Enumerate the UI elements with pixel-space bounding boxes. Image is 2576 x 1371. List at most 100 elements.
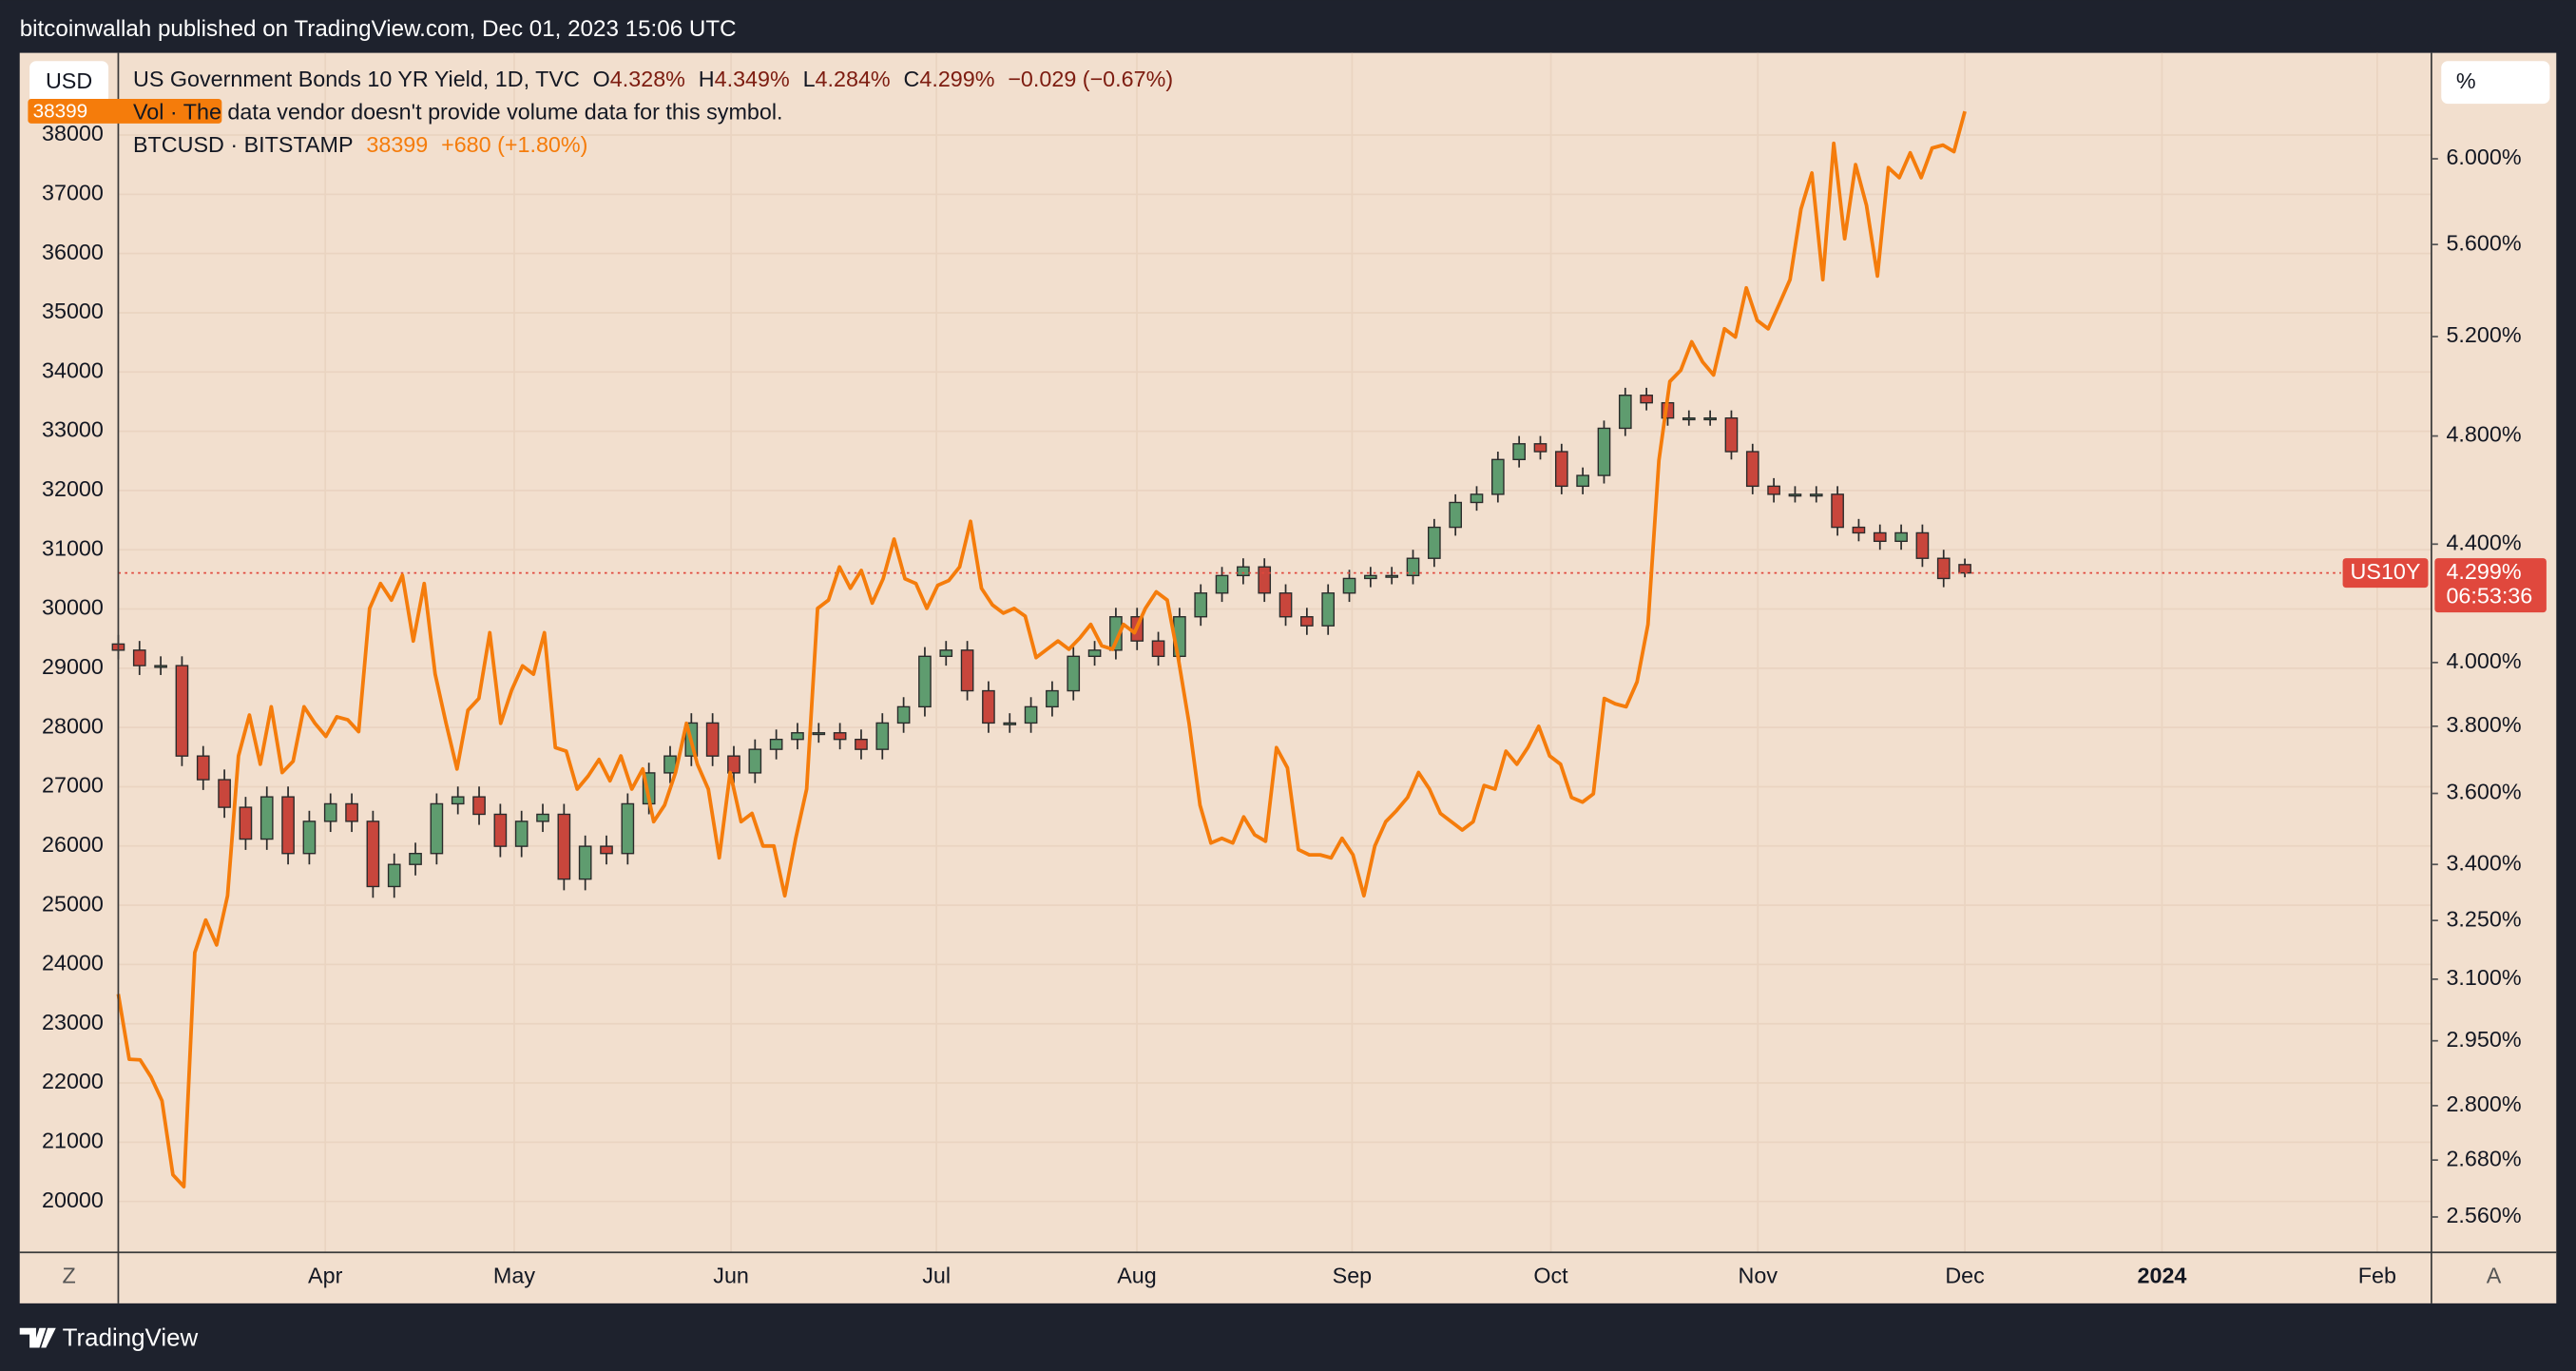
- legend-row: US Government Bonds 10 YR Yield, 1D, TVC…: [133, 67, 1173, 91]
- candle-body: [302, 821, 317, 855]
- candle-body: [791, 732, 804, 741]
- candle-body: [1703, 416, 1717, 421]
- legend-row: BTCUSD · BITSTAMP 38399 +680 (+1.80%): [133, 132, 587, 157]
- candle-body: [1109, 616, 1123, 651]
- currency-button-label[interactable]: USD: [46, 68, 92, 93]
- candle-body: [493, 813, 508, 847]
- y-tick-label: 29000: [42, 654, 104, 679]
- y2-tick-label: 3.250%: [2446, 906, 2521, 931]
- legend-last: 38399: [366, 132, 428, 157]
- candle-body: [918, 655, 932, 708]
- candle-body: [727, 755, 740, 774]
- y2-tick-label: 2.680%: [2446, 1146, 2521, 1170]
- y-tick-label: 31000: [42, 535, 104, 560]
- y-tick-label: 20000: [42, 1188, 104, 1212]
- percent-button[interactable]: [2441, 61, 2550, 105]
- axis-last-value-label: 38399: [33, 100, 88, 122]
- candle-body: [1428, 526, 1441, 559]
- legend-stat-value: 4.299%: [919, 67, 994, 91]
- y2-tick-label: 3.600%: [2446, 780, 2521, 804]
- candle-body: [1406, 557, 1420, 577]
- candle-body: [1554, 451, 1568, 488]
- y-tick-label: 38000: [42, 121, 104, 145]
- legend-stat-value: 4.349%: [715, 67, 790, 91]
- candle-body: [1364, 574, 1377, 580]
- auto-scale-button[interactable]: A: [2487, 1263, 2502, 1287]
- currency-button[interactable]: [29, 61, 109, 105]
- candle-body: [1449, 501, 1463, 529]
- candle-body: [1936, 557, 1951, 580]
- candle-body: [281, 796, 295, 855]
- y-tick-label: 37000: [42, 180, 104, 204]
- x-tick-label: May: [493, 1263, 535, 1287]
- candle-body: [366, 821, 380, 888]
- candle-body: [1046, 689, 1059, 708]
- y2-tick-label: 2.560%: [2446, 1203, 2521, 1227]
- candle-body: [1512, 443, 1526, 461]
- x-tick-label: Jun: [713, 1263, 749, 1287]
- candle-body: [1809, 493, 1823, 497]
- candle-body: [1894, 531, 1908, 543]
- candle-body: [1024, 705, 1038, 724]
- y-tick-label: 36000: [42, 240, 104, 264]
- candle-body: [1215, 574, 1229, 594]
- candle-body: [1385, 574, 1399, 578]
- auto-zoom-button[interactable]: Z: [62, 1263, 75, 1287]
- y-tick-label: 23000: [42, 1010, 104, 1034]
- symbol-tag: [2342, 558, 2429, 589]
- percent-button-label[interactable]: %: [2456, 68, 2476, 93]
- candle-body: [1342, 577, 1356, 594]
- candle-body: [1788, 493, 1802, 497]
- y2-tick-label: 5.200%: [2446, 322, 2521, 347]
- candle-body: [1321, 592, 1336, 627]
- y-tick-label: 22000: [42, 1069, 104, 1093]
- y2-tick-label: 5.600%: [2446, 230, 2521, 255]
- y-tick-label: 25000: [42, 891, 104, 916]
- candle-body: [1003, 722, 1017, 725]
- candle-body: [1258, 566, 1272, 594]
- legend-stat-value: 4.328%: [610, 67, 685, 91]
- legend-stat-key: H: [699, 67, 715, 91]
- y2-tick-label: 4.400%: [2446, 530, 2521, 554]
- y2-tick-label: 2.800%: [2446, 1091, 2521, 1116]
- candle-body: [345, 802, 358, 822]
- y-tick-label: 28000: [42, 713, 104, 738]
- candle-body: [472, 796, 486, 816]
- candle-body: [260, 796, 274, 840]
- x-tick-label: Apr: [308, 1263, 343, 1287]
- axis-last-value-tag: [28, 98, 222, 124]
- y-tick-label: 21000: [42, 1129, 104, 1153]
- brand-logo: [19, 1327, 56, 1348]
- candle-body: [1831, 493, 1844, 529]
- grid: [118, 52, 2432, 1253]
- candle-body: [600, 845, 613, 855]
- candle-body: [514, 821, 529, 847]
- candle-body: [1151, 640, 1165, 658]
- candle-body: [1576, 474, 1589, 488]
- candle-body: [1915, 531, 1930, 559]
- candle-body: [430, 802, 444, 855]
- x-tick-label: Nov: [1739, 1263, 1778, 1287]
- candle-body: [1470, 493, 1484, 504]
- y2-tick-label: 3.100%: [2446, 965, 2521, 990]
- candle-body: [1745, 451, 1759, 488]
- publisher: bitcoinwallah published on TradingView.c…: [20, 16, 737, 42]
- candle-body: [621, 802, 635, 855]
- x-tick-label: Oct: [1533, 1263, 1568, 1287]
- candle-body: [409, 853, 422, 865]
- legend-name: BTCUSD · BITSTAMP: [133, 132, 354, 157]
- plot: [111, 110, 2341, 1189]
- legend-stat-value: 4.284%: [816, 67, 891, 91]
- candle-body: [748, 748, 762, 774]
- candle-body: [982, 689, 995, 724]
- candle-body: [833, 732, 847, 741]
- y2-tick-label: 3.800%: [2446, 712, 2521, 737]
- candle-body: [896, 705, 911, 724]
- candle-body: [1597, 427, 1611, 476]
- chart-panel: [19, 52, 2557, 1303]
- candle-body: [960, 649, 974, 692]
- legend-change: +680 (+1.80%): [441, 132, 587, 157]
- y2-tick-label: 4.000%: [2446, 648, 2521, 673]
- y-tick-label: 35000: [42, 299, 104, 323]
